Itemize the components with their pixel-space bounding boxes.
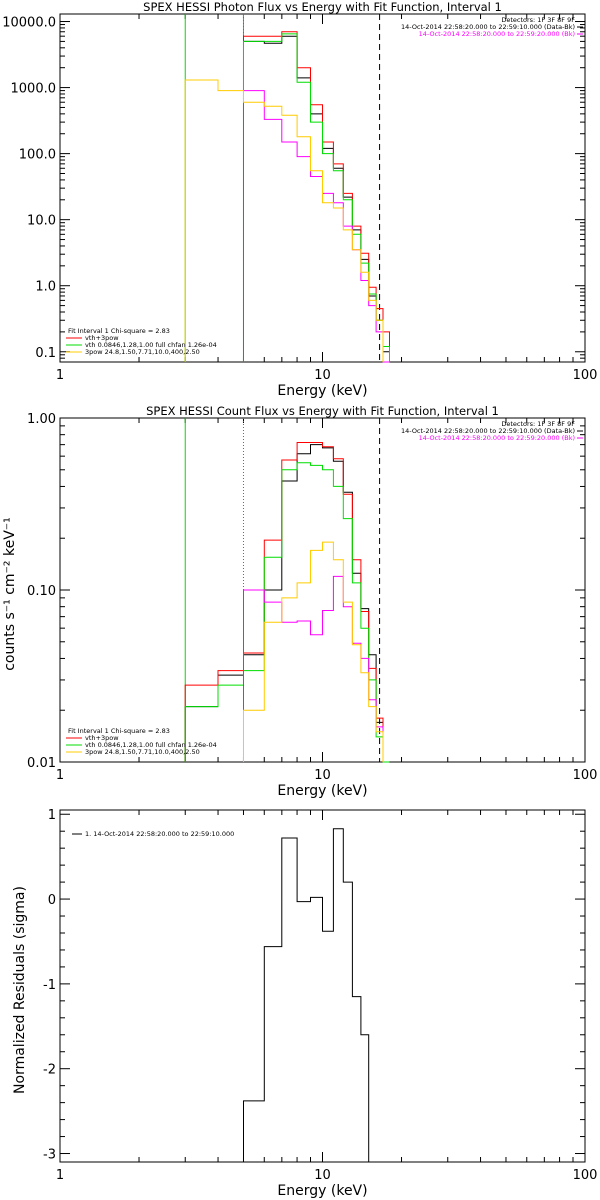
legend-entry: Fit Interval 1 Chi-square = 2.83 bbox=[68, 327, 170, 335]
legend-entry: Detectors: 1F 3F 8F 9F bbox=[501, 420, 575, 428]
legend-entry: vth 0.0846,1.28,1.00 full chfan 1.26e-04 bbox=[85, 741, 217, 749]
x-tick-label: 10 bbox=[314, 1168, 331, 1183]
y-tick-label: 0.01 bbox=[27, 756, 56, 771]
legend-entry: 14-Oct-2014 22:58:20.000 to 22:59:10.000… bbox=[401, 427, 575, 435]
y-axis-label: Normalized Residuals (sigma) bbox=[12, 886, 28, 1094]
legend-entry: Detectors: 1F 3F 8F 9F bbox=[501, 16, 575, 24]
series-4-histogram bbox=[243, 90, 390, 363]
y-tick-label: 0.1 bbox=[35, 346, 56, 361]
series-1-histogram bbox=[243, 828, 383, 1163]
y-tick-label: 1.0 bbox=[35, 280, 56, 295]
series-2-histogram bbox=[243, 31, 390, 362]
x-tick-label: 100 bbox=[573, 1168, 598, 1183]
legend-entry: vth 0.0846,1.28,1.00 full chfan 1.26e-04 bbox=[85, 341, 217, 349]
x-axis-label: Energy (keV) bbox=[277, 383, 367, 399]
plot-frame bbox=[59, 809, 586, 1163]
y-axis-label: counts s⁻¹ cm⁻² keV⁻¹ bbox=[2, 517, 18, 671]
y-tick-label: 1000.0 bbox=[11, 82, 57, 97]
y-tick-label: -1 bbox=[43, 978, 56, 993]
x-tick-label: 1 bbox=[56, 1168, 64, 1183]
y-tick-label: 0 bbox=[48, 893, 56, 908]
chart-panel-1: SPEX HESSI Photon Flux vs Energy with Fi… bbox=[2, 0, 597, 399]
legend-entry: vth+3pow bbox=[85, 334, 119, 342]
x-tick-label: 10 bbox=[314, 368, 331, 383]
y-tick-label: 10.0 bbox=[27, 214, 56, 229]
y-tick-label: 100.0 bbox=[19, 148, 56, 163]
series-3-histogram bbox=[243, 33, 390, 362]
x-tick-label: 100 bbox=[573, 368, 598, 383]
series-3-histogram bbox=[184, 462, 390, 763]
y-tick-label: 0.10 bbox=[27, 584, 56, 599]
series-5-histogram bbox=[243, 541, 384, 762]
legend-entry: 14-Oct-2014 22:58:20.000 to 22:59:10.000… bbox=[401, 23, 575, 31]
x-tick-label: 1 bbox=[56, 768, 64, 783]
legend-entry: 14-Oct-2014 22:58:20.000 to 22:59:20.000… bbox=[419, 30, 575, 38]
y-tick-label: -3 bbox=[43, 1148, 56, 1163]
y-tick-label: 1 bbox=[48, 808, 56, 823]
legend-entry: 3pow 24.8,1.50,7.71,10.0,400,2.50 bbox=[85, 748, 200, 756]
legend-entry: 3pow 24.8,1.50,7.71,10.0,400,2.50 bbox=[85, 348, 200, 356]
series-1-histogram bbox=[184, 444, 390, 763]
chart-panel-2: SPEX HESSI Count Flux vs Energy with Fit… bbox=[2, 404, 597, 799]
x-axis-label: Energy (keV) bbox=[277, 783, 367, 799]
series-2-histogram bbox=[184, 442, 390, 763]
x-axis-label: Energy (keV) bbox=[277, 1183, 367, 1199]
y-tick-label: 1.00 bbox=[27, 412, 56, 427]
legend-entry: 14-Oct-2014 22:58:20.000 to 22:59:20.000… bbox=[419, 434, 575, 442]
y-tick-label: 10000.0 bbox=[2, 16, 56, 31]
chart-title: SPEX HESSI Photon Flux vs Energy with Fi… bbox=[143, 0, 502, 14]
legend-entry: vth+3pow bbox=[85, 734, 119, 742]
chart-title: SPEX HESSI Count Flux vs Energy with Fit… bbox=[146, 404, 499, 418]
x-tick-label: 10 bbox=[314, 768, 331, 783]
x-tick-label: 100 bbox=[573, 768, 598, 783]
y-tick-label: -2 bbox=[43, 1063, 56, 1078]
legend-entry: 1. 14-Oct-2014 22:58:20.000 to 22:59:10.… bbox=[85, 830, 234, 838]
series-1-histogram bbox=[243, 35, 390, 362]
chart-panel-3: 1 10 100 Energy (keV) -3 -2 -1 0 1 Normalized Res… bbox=[12, 808, 597, 1199]
x-tick-label: 1 bbox=[56, 368, 64, 383]
series-5-histogram bbox=[184, 79, 384, 362]
legend-entry: Fit Interval 1 Chi-square = 2.83 bbox=[68, 727, 170, 735]
